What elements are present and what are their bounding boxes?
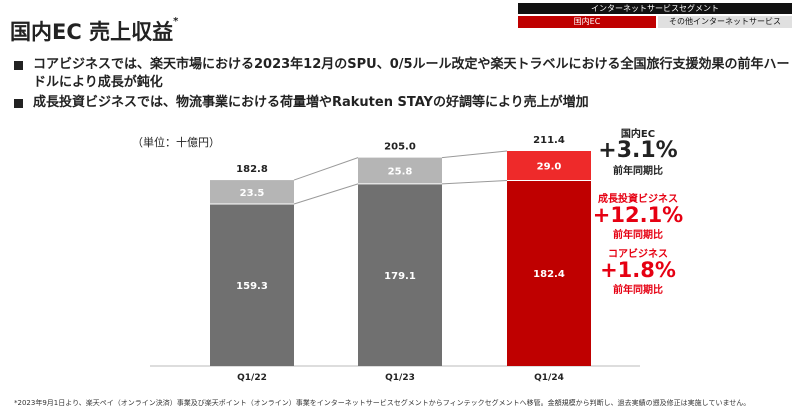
bullet-core: コアビジネスでは、楽天市場における2023年12月のSPU、0/5ルール改定や楽…	[14, 56, 794, 92]
bar-core-Q1/24	[507, 180, 591, 366]
connector-line-core	[441, 179, 508, 185]
growth-sublabel: 前年同期比	[613, 166, 663, 177]
data-label-core: 179.1	[384, 271, 416, 282]
growth-block: 国内EC +3.1% 前年同期比	[592, 125, 684, 177]
data-label-growth: 25.8	[388, 167, 413, 178]
data-label-total: 211.4	[533, 135, 565, 146]
segment-other-internet: その他インターネットサービス	[658, 16, 792, 28]
bullet-core-text: コアビジネスでは、楽天市場における2023年12月のSPU、0/5ルール改定や楽…	[33, 57, 790, 90]
data-label-total: 205.0	[384, 142, 416, 153]
growth-value: +12.1%	[592, 203, 684, 227]
x-tick-label: Q1/22	[237, 373, 267, 383]
connector-line-total	[441, 150, 508, 159]
bar-core-Q1/22	[210, 203, 294, 366]
bullet-list: コアビジネスでは、楽天市場における2023年12月のSPU、0/5ルール改定や楽…	[14, 56, 794, 114]
connector-line-core	[293, 183, 359, 205]
data-label-core: 159.3	[236, 281, 268, 292]
growth-value: +3.1%	[598, 138, 678, 163]
unit-label: （単位：十億円）	[132, 136, 220, 149]
bar-growth-Q1/24	[507, 151, 591, 181]
growth-value: +1.8%	[600, 258, 676, 282]
page-title: 国内EC 売上収益*	[10, 16, 178, 46]
bar-growth-Q1/23	[358, 157, 442, 184]
footnote: *2023年9月1日より、楽天ペイ（オンライン決済）事業及び楽天ポイント（オンラ…	[14, 399, 751, 407]
square-bullet-icon	[14, 99, 23, 108]
bar-growth-Q1/22	[210, 180, 294, 204]
data-label-growth: 23.5	[240, 188, 265, 199]
segment-domestic-ec: 国内EC	[518, 16, 656, 28]
segment-header: インターネットサービスセグメント 国内EC その他インターネットサービス	[518, 3, 792, 28]
x-tick-label: Q1/23	[385, 373, 415, 383]
data-label-total: 182.8	[236, 164, 268, 175]
x-tick-label: Q1/24	[534, 373, 564, 383]
bullet-growth: 成長投資ビジネスでは、物流事業における荷量増やRakuten STAYの好調等に…	[14, 94, 794, 112]
growth-block: 成長投資ビジネス +12.1% 前年同期比	[592, 190, 684, 241]
data-label-core: 182.4	[533, 269, 565, 280]
square-bullet-icon	[14, 61, 23, 70]
growth-label: 成長投資ビジネス	[598, 194, 678, 205]
data-label-growth: 29.0	[537, 162, 562, 173]
title-footnote-mark: *	[173, 16, 179, 27]
growth-sublabel: 前年同期比	[613, 230, 663, 241]
segment-header-title: インターネットサービスセグメント	[518, 3, 792, 14]
page-title-text: 国内EC 売上収益	[10, 20, 174, 44]
connector-line-total	[293, 157, 359, 181]
growth-block: コアビジネス +1.8% 前年同期比	[592, 245, 684, 296]
growth-label: 国内EC	[620, 129, 656, 140]
growth-label: コアビジネス	[608, 249, 668, 260]
bullet-growth-text: 成長投資ビジネスでは、物流事業における荷量増やRakuten STAYの好調等に…	[33, 95, 589, 110]
bar-core-Q1/23	[358, 183, 442, 366]
growth-sublabel: 前年同期比	[613, 285, 663, 296]
